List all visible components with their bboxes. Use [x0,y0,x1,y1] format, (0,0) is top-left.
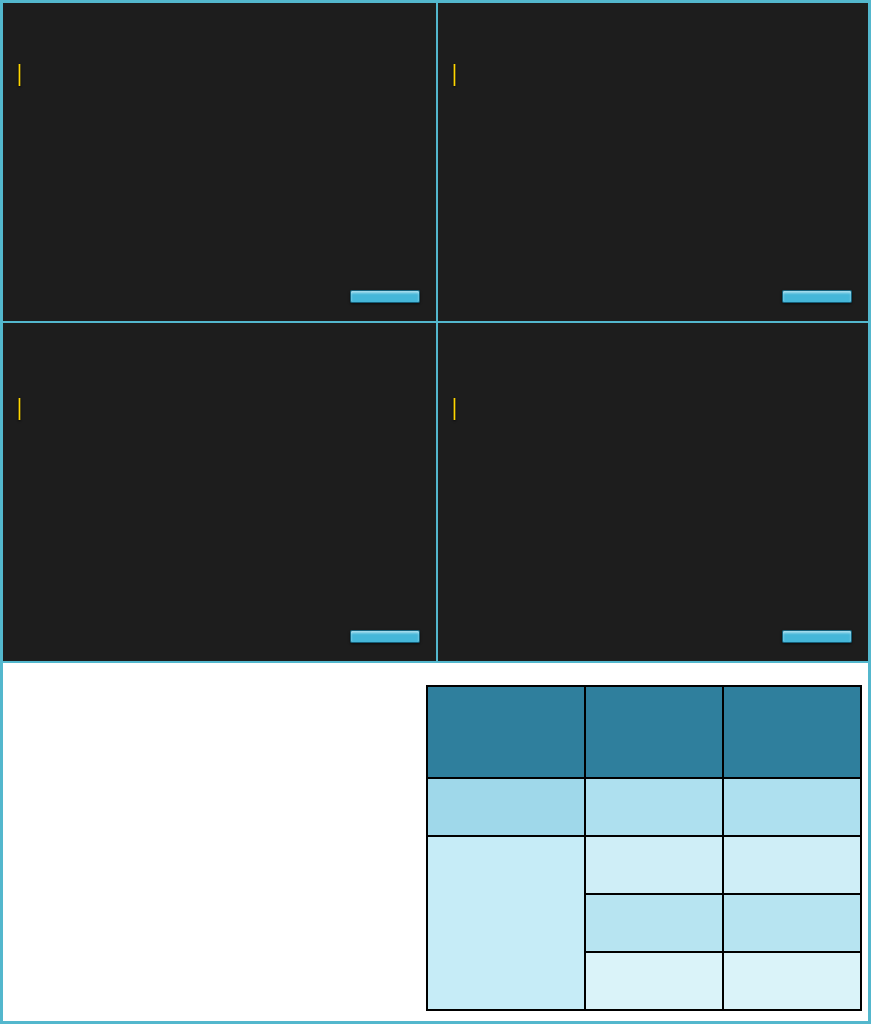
sem-panel-a: | [3,3,436,321]
scale-bar-rect [782,290,852,303]
vertical-bar: | [452,395,458,421]
table-row [426,777,862,837]
sample-label-c: | [16,395,23,422]
sample-label-d: | [451,395,458,422]
coverage-table-panel [426,675,862,1013]
cell-coverage [722,893,862,953]
sample-label-a: | [16,61,23,88]
sem-micrograph-b [438,3,868,321]
sem-panel-c: | [3,323,436,661]
sem-micrograph-d [438,323,868,661]
sem-micrograph-a [3,3,436,321]
sem-grid: | | | [3,3,868,661]
scale-bar-rect [350,630,420,643]
scale-bar-d [782,627,852,643]
header-particle-concentration [426,685,586,779]
sem-micrograph-c [3,323,436,661]
sem-panel-b: | [438,3,868,321]
cell-time [584,893,724,953]
scale-bar-b [782,287,852,303]
cell-time [584,835,724,895]
header-absorption-time [584,685,724,779]
bottom-section [3,661,868,1021]
vertical-bar: | [452,61,458,87]
cell-concentration-5pct [426,835,586,1011]
cell-coverage [722,835,862,895]
table-row [427,951,862,1011]
rdf-chart-panel [17,675,416,1013]
table-row [426,835,862,1011]
scale-bar-a [350,287,420,303]
scale-bar-rect [782,630,852,643]
header-coverage [722,685,862,779]
cell-time [584,951,724,1011]
scale-bar-rect [350,290,420,303]
coverage-table [426,685,862,1011]
cell-coverage [722,777,862,837]
cell-time [584,777,724,837]
vertical-bar: | [17,61,23,87]
table-row [427,893,862,953]
vertical-bar: | [17,395,23,421]
cell-coverage [722,951,862,1011]
table-header-row [426,685,862,779]
sample-label-b: | [451,61,458,88]
sem-panel-d: | [438,323,868,661]
scale-bar-c [350,627,420,643]
cell-concentration-2pct [426,777,586,837]
rdf-chart [17,675,409,1009]
